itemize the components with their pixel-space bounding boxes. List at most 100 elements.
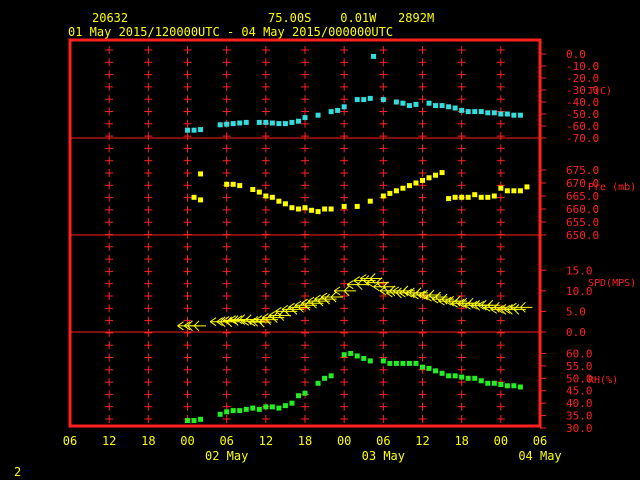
wind-arrow-head — [405, 292, 413, 298]
wind-arrow-head — [249, 321, 256, 327]
humidity-point — [237, 408, 243, 414]
pressure-point — [517, 188, 523, 194]
pressure-point — [198, 197, 204, 203]
wind-arrow-head — [412, 294, 419, 300]
pressure-point — [524, 184, 530, 190]
wind-arrow-head — [242, 320, 250, 326]
humidity-point — [361, 355, 367, 361]
humidity-point — [465, 375, 471, 381]
pressure-point — [367, 198, 373, 204]
wind-arrow — [366, 277, 389, 288]
pressure-point — [485, 194, 491, 200]
humidity-point — [269, 404, 275, 410]
humidity-point — [413, 360, 419, 366]
humidity-point — [341, 352, 347, 358]
pressure-point — [413, 180, 419, 186]
wind-arrow-barb — [232, 320, 239, 326]
x-tick-label: 00 — [337, 434, 351, 448]
wind-arrow-barb — [245, 319, 252, 326]
wind-arrow-head — [314, 294, 321, 300]
temperature-point — [371, 53, 377, 59]
pressure-point — [269, 194, 275, 200]
wind-arrow-barb — [193, 325, 200, 332]
wind-arrow-head — [183, 321, 191, 327]
temperature-point — [485, 110, 491, 116]
temperature-point — [367, 95, 373, 101]
wind-arrow-head — [457, 298, 465, 304]
humidity-point — [491, 380, 497, 386]
wind-arrow — [222, 315, 246, 326]
panel-label-temperature: T(C) — [588, 86, 612, 97]
wind-arrow-head — [464, 300, 471, 306]
wind-arrow-head — [497, 304, 504, 310]
humidity-point — [185, 418, 190, 424]
wind-arrow-barb — [369, 273, 376, 279]
wind-arrow-head — [412, 290, 419, 296]
humidity-point — [459, 374, 465, 380]
wind-arrow-barb — [507, 309, 513, 315]
wind-arrow-head — [262, 313, 269, 319]
temperature-point — [315, 112, 321, 118]
humidity-point — [406, 360, 412, 366]
humidity-point — [420, 364, 425, 370]
wind-arrow-head — [360, 274, 367, 279]
wind-arrow-head — [477, 300, 485, 306]
pressure-point — [230, 181, 236, 187]
pressure-point — [439, 170, 445, 176]
temperature-point — [191, 127, 197, 133]
wind-arrow-head — [288, 306, 295, 312]
pressure-point — [250, 187, 256, 192]
wind-arrow-head — [346, 284, 354, 290]
x-tick-label: 06 — [219, 434, 233, 448]
temperature-point — [276, 121, 282, 127]
wind-arrow-head — [366, 282, 374, 288]
wind-arrow-barb — [448, 295, 454, 302]
wind-arrow-head — [484, 306, 491, 312]
wind-arrow-barb — [507, 304, 513, 310]
x-tick-label: 18 — [454, 434, 468, 448]
temperature-point — [354, 97, 360, 103]
wind-arrow-barb — [239, 314, 246, 321]
x-tick-label: 12 — [415, 434, 429, 448]
time-range: 01 May 2015/120000UTC - 04 May 2015/0000… — [68, 25, 393, 39]
temperature-point — [224, 121, 230, 127]
humidity-point — [472, 375, 478, 381]
temperature-point — [328, 109, 334, 115]
wind-arrow-head — [399, 288, 406, 294]
temperature-point — [517, 112, 523, 118]
temperature-point — [341, 104, 347, 110]
wind-arrow-barb — [500, 304, 507, 310]
wind-arrow-barb — [330, 291, 337, 298]
temperature-point — [413, 101, 419, 107]
y-tick-label: 55.0 — [566, 360, 593, 373]
temperature-point — [243, 119, 249, 125]
wind-arrow-barb — [219, 316, 226, 323]
temperature-point — [446, 104, 452, 110]
pressure-point — [511, 188, 517, 194]
wind-arrow-head — [333, 286, 341, 292]
x-tick-label: 12 — [102, 434, 116, 448]
wind-arrow-barb — [239, 319, 246, 326]
wind-arrow-head — [346, 280, 354, 286]
wind-arrow-head — [255, 315, 263, 321]
wind-arrow-barb — [448, 300, 454, 307]
humidity-point — [322, 375, 328, 381]
wind-arrow-barb — [343, 285, 350, 292]
wind-arrow-head — [418, 294, 426, 300]
humidity-point — [400, 360, 406, 366]
humidity-point — [517, 384, 523, 390]
humidity-point — [217, 411, 223, 417]
wind-arrow-head — [275, 311, 282, 316]
pressure-point — [256, 189, 262, 195]
wind-arrow-head — [373, 282, 380, 288]
humidity-point — [426, 365, 432, 371]
wind-arrow-head — [183, 325, 191, 331]
pressure-point — [341, 203, 347, 209]
wind-arrow-head — [255, 319, 263, 325]
data-marks — [177, 53, 533, 424]
temperature-point — [498, 111, 504, 117]
wind-arrow-barb — [356, 284, 363, 291]
wind-arrow-head — [444, 300, 452, 306]
y-tick-label: 50.0 — [566, 372, 593, 385]
wind-arrow-barb — [474, 299, 481, 306]
